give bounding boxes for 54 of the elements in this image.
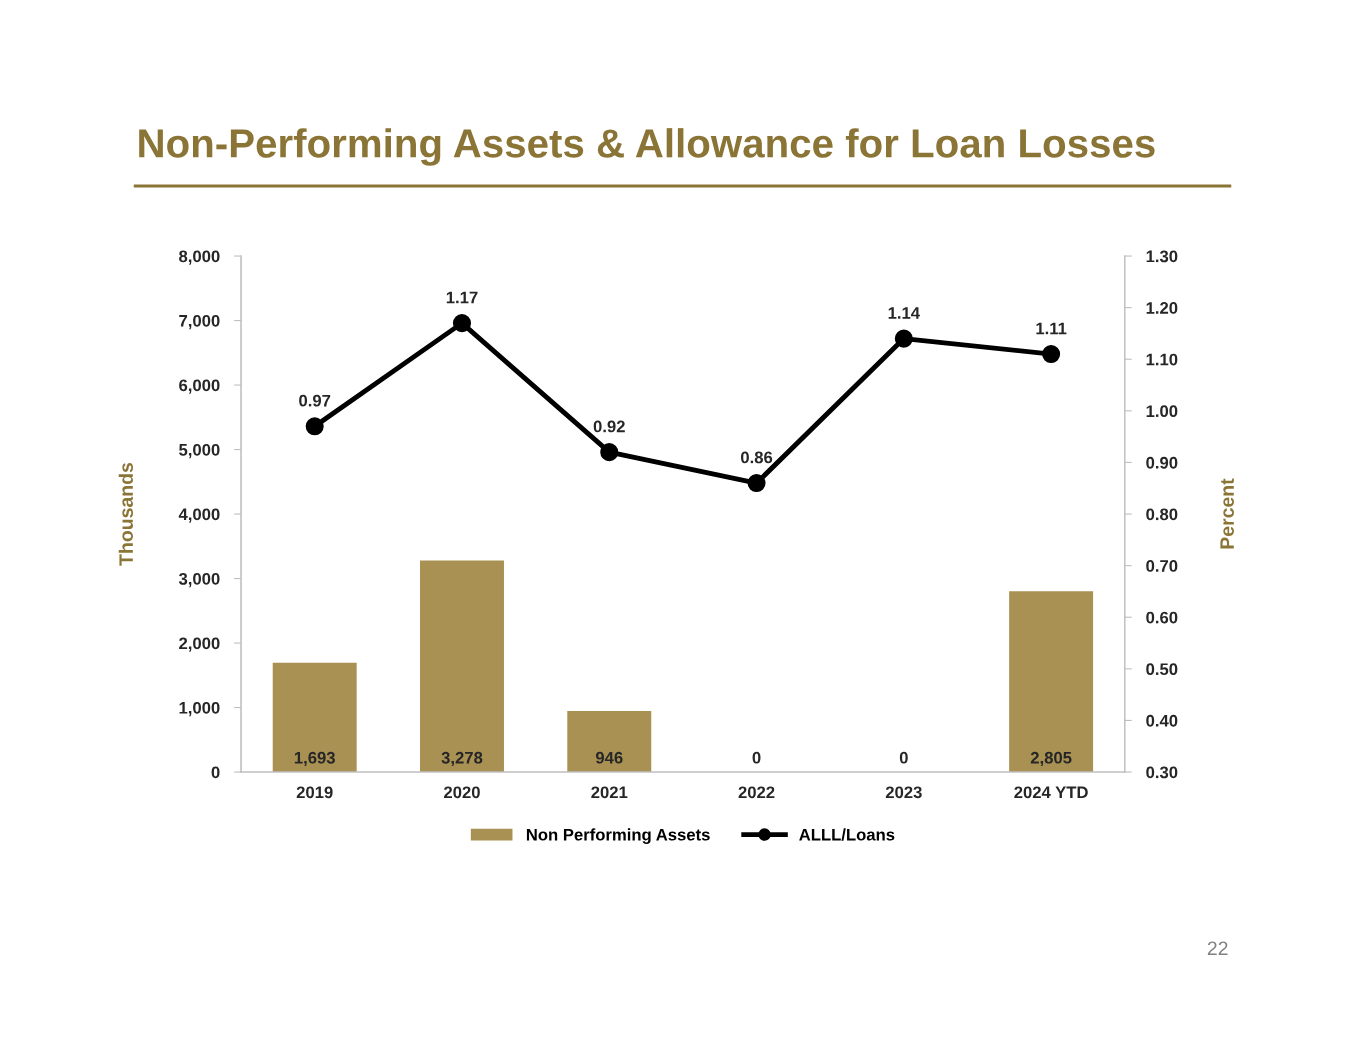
y2-axis-title: Percent [1220, 478, 1234, 549]
y2-tick-label: 1.30 [1146, 250, 1178, 263]
point [1042, 345, 1061, 364]
y-tick-label: 8,000 [179, 250, 220, 265]
x-tick-label: 2024 YTD [1014, 786, 1088, 799]
y2-tick-label: 1.00 [1146, 405, 1178, 418]
data-label: 2,805 [1030, 751, 1072, 767]
y-tick-label: 5,000 [179, 443, 220, 459]
x-tick-label: 2020 [444, 786, 480, 799]
x-tick-label: 2019 [296, 786, 333, 799]
chart-title: Non-Performing Assets & Allowance for Loan Losses [139, 128, 1155, 166]
x-tick-label: 2021 [591, 786, 628, 799]
y-tick-label: 1,000 [179, 701, 220, 717]
y-tick-label: 4,000 [178, 508, 220, 523]
data-label: 3,278 [441, 751, 483, 767]
legend-label: Non Performing Assets [526, 828, 710, 844]
data-label: 1.17 [446, 291, 478, 304]
y-tick-label: 0 [211, 766, 220, 779]
y2-tick-label: 1.20 [1146, 302, 1178, 314]
y2-tick-label: 0.60 [1146, 611, 1178, 624]
y2-tick-label: 1.10 [1146, 353, 1178, 366]
y-tick-label: 7,000 [179, 314, 220, 330]
bar [1009, 591, 1094, 773]
point [305, 417, 324, 436]
y-tick-label: 2,000 [179, 637, 220, 652]
data-label: 0 [899, 751, 908, 764]
bar [272, 662, 357, 773]
point [452, 314, 472, 333]
data-label: 0.92 [593, 420, 625, 433]
point [894, 329, 913, 348]
data-label: 1.11 [1036, 322, 1067, 335]
data-label: 1,693 [294, 751, 335, 767]
data-label: 0 [752, 751, 761, 764]
data-label: 1.14 [888, 307, 920, 319]
bar [567, 711, 652, 773]
x-tick-label: 2023 [885, 786, 922, 799]
point [747, 474, 766, 493]
y-tick-label: 3,000 [178, 572, 220, 588]
data-label: 0.97 [299, 394, 331, 407]
x-tick-label: 2022 [738, 786, 775, 799]
data-label: 946 [595, 751, 623, 764]
data-label: 0.86 [740, 451, 773, 464]
point [600, 443, 619, 462]
bar [420, 560, 504, 773]
y2-tick-label: 0.50 [1146, 663, 1178, 676]
y-tick-label: 6,000 [179, 379, 220, 394]
y2-tick-label: 0.40 [1146, 714, 1178, 727]
y2-tick-label: 0.70 [1146, 560, 1178, 572]
legend-label: ALLL/Loans [799, 828, 895, 841]
y2-tick-label: 0.30 [1146, 766, 1178, 779]
text: 22 [1207, 941, 1228, 956]
y-axis-title: Thousands [118, 462, 134, 566]
y2-tick-label: 0.90 [1146, 456, 1178, 469]
y2-tick-label: 0.80 [1146, 508, 1178, 521]
